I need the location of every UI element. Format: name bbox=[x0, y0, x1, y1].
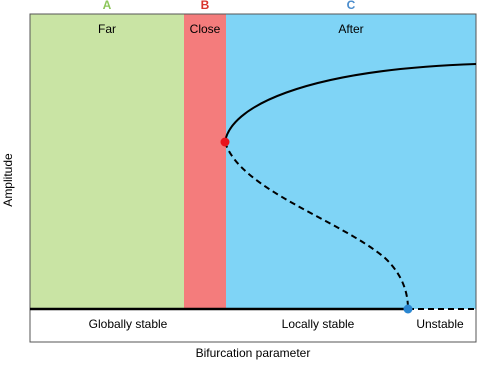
subcritical-point bbox=[403, 304, 413, 314]
stability-label: Globally stable bbox=[89, 317, 168, 331]
region-letter: A bbox=[103, 0, 112, 12]
stability-label: Unstable bbox=[416, 317, 464, 331]
x-axis-label: Bifurcation parameter bbox=[196, 346, 311, 360]
stability-label: Locally stable bbox=[282, 317, 355, 331]
region-letter: B bbox=[201, 0, 210, 12]
region-name: Close bbox=[190, 22, 221, 36]
region-letter: C bbox=[347, 0, 356, 12]
stable-branch bbox=[224, 63, 477, 143]
y-axis-label: Amplitude bbox=[1, 153, 15, 207]
frame bbox=[29, 13, 477, 343]
region-name: Far bbox=[98, 22, 116, 36]
region-far bbox=[30, 14, 184, 309]
region-close bbox=[184, 14, 226, 309]
region-name: After bbox=[338, 22, 363, 36]
region-after bbox=[226, 14, 476, 309]
saddle-node-point bbox=[220, 137, 230, 147]
